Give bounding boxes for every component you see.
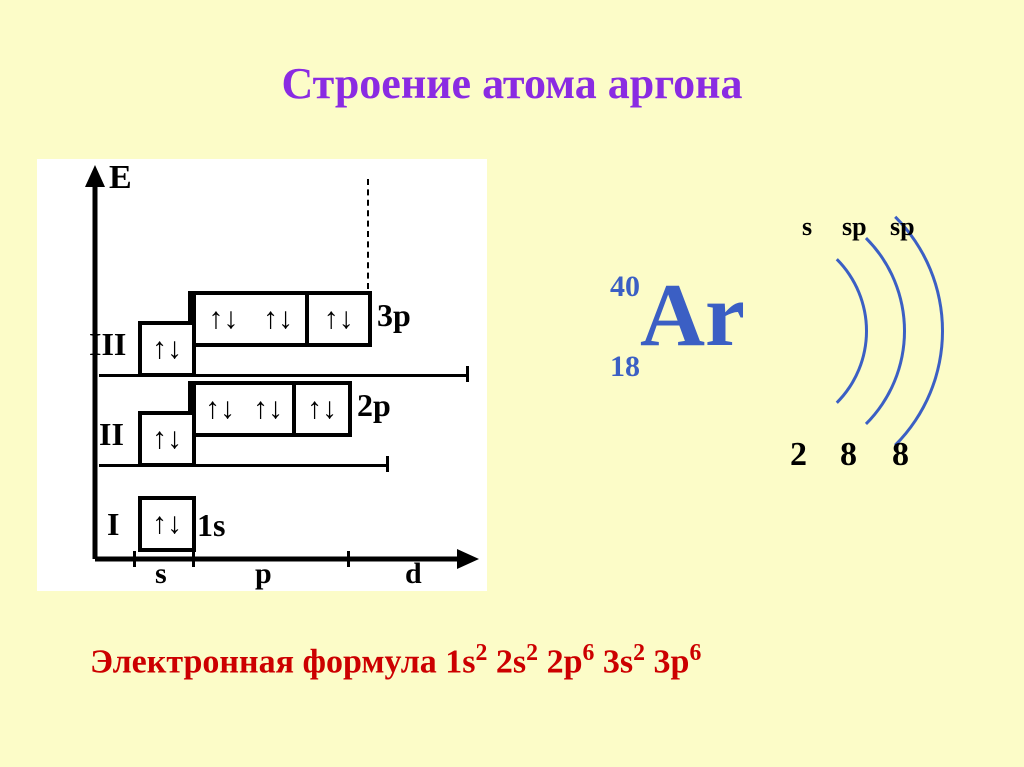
- electron-config: Электронная формула 1s2 2s2 2p6 3s2 3p6: [90, 640, 701, 681]
- orbital-3p-3: ↑↓: [309, 291, 372, 347]
- orbital-3p-2: ↑↓: [251, 291, 310, 347]
- orbital-label-2p: 2p: [357, 387, 391, 424]
- orbital-label-3p: 3p: [377, 297, 411, 334]
- shell-label-2: sp: [842, 212, 867, 242]
- orbital-label-1s: 1s: [197, 507, 225, 544]
- shell-count-1: 2: [790, 436, 807, 474]
- orbital-1s: ↑↓: [138, 496, 196, 552]
- dashed-line: [367, 179, 369, 289]
- shell-count-2: 8: [840, 436, 857, 474]
- x-axis-label-d: d: [405, 557, 422, 591]
- orbital-2p-3: ↑↓: [296, 381, 352, 437]
- orbital-2p-1: ↑↓: [192, 381, 248, 437]
- level-roman-1: I: [107, 506, 119, 543]
- level-tick: [466, 366, 469, 382]
- level-roman-3: III: [89, 326, 126, 363]
- x-tick: [347, 551, 350, 567]
- orbital-3s: ↑↓: [138, 321, 196, 377]
- x-tick: [133, 551, 136, 567]
- x-axis-label-p: p: [255, 557, 272, 591]
- energy-diagram: E s p d I↑↓1sII↑↓↑↓↑↓↑↓2pIII↑↓↑↓↑↓↑↓3p: [37, 159, 487, 591]
- x-axis-label-s: s: [155, 557, 167, 591]
- level-roman-2: II: [99, 416, 124, 453]
- level-rule: [99, 464, 389, 467]
- energy-axis-label: E: [109, 159, 132, 197]
- level-rule: [99, 374, 469, 377]
- shell-label-3: sp: [890, 212, 915, 242]
- level-tick: [386, 456, 389, 472]
- orbital-3p-1: ↑↓: [192, 291, 255, 347]
- orbital-2p-2: ↑↓: [244, 381, 296, 437]
- shell-count-3: 8: [892, 436, 909, 474]
- page-title: Строение атома аргона: [0, 58, 1024, 109]
- orbital-2s: ↑↓: [138, 411, 196, 467]
- x-tick: [192, 551, 195, 567]
- shell-label-1: s: [802, 212, 812, 242]
